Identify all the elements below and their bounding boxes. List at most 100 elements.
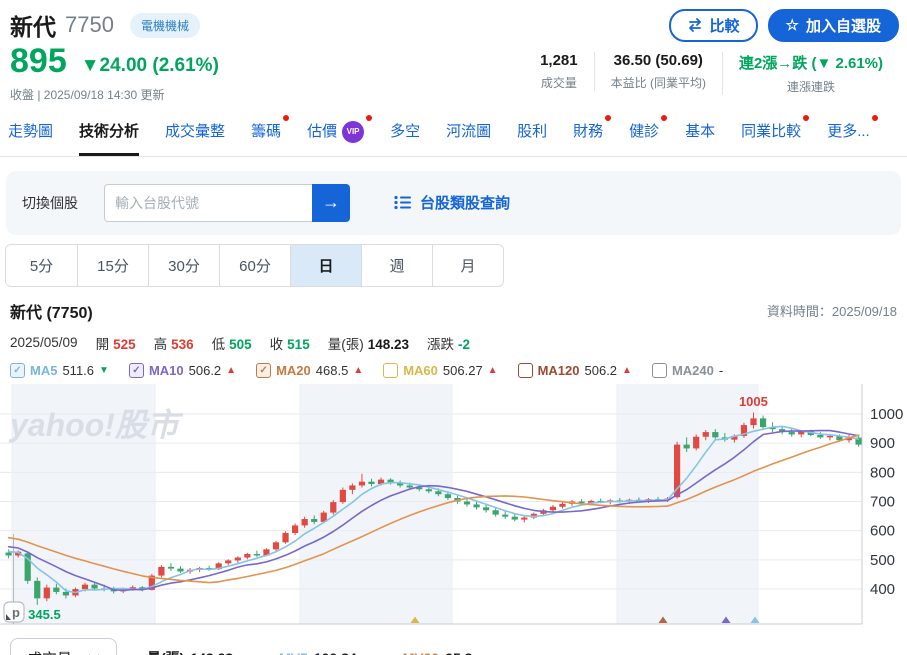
- tab-技術分析[interactable]: 技術分析: [79, 109, 139, 156]
- ma-bottom-marker: [658, 616, 668, 623]
- candle-body: [148, 575, 155, 590]
- high-price-label: 1005: [739, 394, 768, 409]
- volume-item-label: MV5: [279, 650, 308, 655]
- candle-body: [339, 489, 346, 502]
- candle-body: [282, 532, 289, 543]
- ma-toggle-MA10[interactable]: ✓ MA10 506.2 ▲: [128, 362, 236, 378]
- candle-body: [234, 557, 241, 561]
- candle-body: [855, 437, 862, 445]
- checkbox-MA120[interactable]: [517, 362, 533, 378]
- y-axis-label: 500: [870, 552, 895, 569]
- candle-body: [368, 481, 375, 484]
- chart-title: 新代 (7750): [10, 304, 93, 322]
- tab-成交彙整[interactable]: 成交彙整: [165, 109, 225, 156]
- ma-line-MA20: [7, 434, 860, 584]
- tab-同業比較[interactable]: 同業比較: [741, 109, 810, 156]
- stat-2: 連2漲→跌 (▼ 2.61%) 連漲連跌: [721, 52, 899, 95]
- ma-value: 506.27: [442, 362, 483, 378]
- timeframe-5分[interactable]: 5分: [29, 257, 54, 275]
- candle-body: [215, 563, 222, 569]
- timeframe-月[interactable]: 月: [432, 244, 503, 286]
- ma-bottom-marker: [721, 616, 731, 623]
- stat-0: 1,281 成交量: [524, 52, 594, 91]
- tab-走勢圖[interactable]: 走勢圖: [8, 109, 53, 156]
- stat-value: 36.50 (50.69): [613, 52, 703, 69]
- chart-canvas[interactable]: 1000 900 800 700 600 500 400 yahoo!股市 1005 345.5 p: [0, 383, 907, 630]
- stat-label: 連漲連跌: [786, 80, 835, 94]
- ma-toggle-MA240[interactable]: MA240-: [651, 362, 723, 378]
- checkbox-MA5[interactable]: ✓: [10, 362, 25, 378]
- timeframe-日[interactable]: 日: [290, 244, 361, 286]
- tab-籌碼[interactable]: 籌碼: [251, 109, 290, 156]
- chart-logo-letter: p: [12, 605, 20, 620]
- volume-item-value: 148.23: [190, 650, 233, 655]
- tab-估價[interactable]: 估價 VIP: [307, 109, 373, 156]
- volume-bar: 成交量 量(張) 148.23 ▼ MV5 100.84 ▼ MV20 95.8 ▼: [10, 637, 897, 655]
- candle-body: [406, 485, 413, 488]
- ohlc-value: 505: [229, 336, 252, 352]
- ma-value: 511.6: [62, 362, 95, 378]
- volume-item-MV5: MV5 100.84 ▼: [279, 648, 373, 655]
- tab-健診[interactable]: 健診: [629, 109, 668, 156]
- candle-body: [702, 431, 709, 437]
- candle-body: [24, 553, 31, 581]
- tab-基本[interactable]: 基本: [685, 109, 715, 156]
- ma-name: MA20: [276, 362, 311, 378]
- candle-body: [683, 444, 690, 449]
- month-band: [300, 383, 452, 624]
- ma-toggle-MA20[interactable]: ✓ MA20 468.5 ▲: [256, 362, 363, 378]
- candle-body: [53, 587, 60, 592]
- candle-body: [416, 487, 423, 489]
- tab-股利[interactable]: 股利: [517, 109, 547, 156]
- ma-toggle-MA120[interactable]: MA120 506.2 ▲: [517, 362, 632, 378]
- checkbox-MA20[interactable]: ✓: [256, 362, 272, 378]
- ohlc-row: 2025/05/09 開 525 高 536 低 505 收 515 量(張) 148.23 漲跌 -2: [10, 333, 897, 353]
- candle-body: [817, 434, 824, 438]
- y-axis-label: 600: [870, 522, 895, 539]
- candlestick-chart[interactable]: 1000 900 800 700 600 500 400 yahoo!股市 1005 345.5 p: [0, 383, 907, 630]
- indicator-select[interactable]: 成交量: [10, 637, 118, 655]
- new-dot-icon: [283, 114, 290, 121]
- sector-query-label: 台股類股查詢: [420, 195, 511, 213]
- timeframe-15分[interactable]: 15分: [77, 244, 148, 286]
- compare-button[interactable]: 比較: [668, 8, 758, 42]
- stock-search-submit-button[interactable]: →: [312, 183, 350, 222]
- candle-body: [549, 506, 557, 510]
- timeframe-60分[interactable]: 60分: [219, 244, 290, 286]
- tab-更多...[interactable]: 更多...: [827, 109, 878, 156]
- tab-多空[interactable]: 多空: [390, 109, 420, 156]
- checkbox-MA60[interactable]: [383, 362, 399, 378]
- stock-code: 7750: [65, 12, 114, 37]
- tab-河流圖[interactable]: 河流圖: [446, 109, 491, 156]
- industry-tag[interactable]: 電機機械: [129, 12, 200, 38]
- timeframe-30分[interactable]: 30分: [148, 244, 219, 286]
- ohlc-label: 收: [269, 336, 284, 352]
- tab-財務[interactable]: 財務: [573, 109, 612, 156]
- candle-body: [177, 568, 184, 572]
- low-price-label: 345.5: [28, 607, 61, 622]
- candle-body: [34, 580, 41, 599]
- checkbox-MA10[interactable]: ✓: [128, 362, 144, 378]
- y-axis-label: 400: [870, 581, 895, 598]
- tab-label: 多空: [390, 122, 421, 140]
- candle-body: [473, 504, 480, 508]
- candle-body: [358, 481, 366, 486]
- tab-label: 河流圖: [446, 122, 492, 140]
- ohlc-label: 高: [153, 336, 168, 352]
- candle-body: [387, 479, 394, 483]
- stock-search-input[interactable]: [104, 183, 312, 222]
- candle-body: [444, 493, 451, 498]
- checkbox-MA240[interactable]: [651, 362, 667, 378]
- add-watchlist-button[interactable]: ☆ 加入自選股: [767, 8, 899, 42]
- ohlc-change-value: -2: [458, 336, 471, 352]
- y-axis-label: 900: [870, 435, 895, 452]
- ma-toggle-MA60[interactable]: MA60 506.27 ▲: [383, 362, 498, 378]
- candle-body: [15, 551, 22, 556]
- ma-toggle-MA5[interactable]: ✓ MA5 511.6 ▼: [10, 362, 109, 378]
- sector-query-link[interactable]: 台股類股查詢: [394, 192, 510, 213]
- candle-body: [435, 491, 442, 494]
- tab-label: 更多...: [827, 122, 870, 140]
- timeframe-週[interactable]: 週: [361, 244, 432, 286]
- stat-label: 本益比 (同業平均): [610, 76, 706, 90]
- stat-1: 36.50 (50.69) 本益比 (同業平均): [593, 52, 722, 91]
